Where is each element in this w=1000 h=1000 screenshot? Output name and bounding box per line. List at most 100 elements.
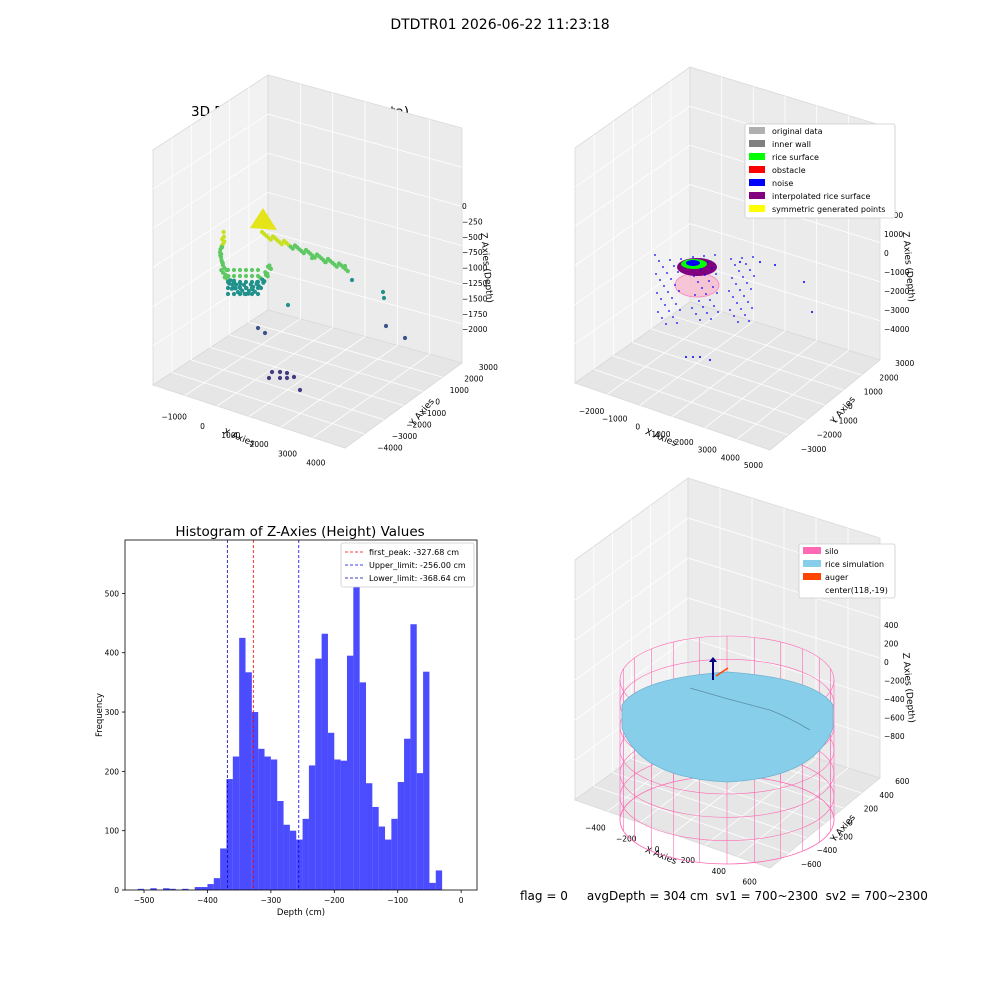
- z-tick-label: −1250: [462, 279, 488, 288]
- y-tick-label: 200: [864, 805, 879, 814]
- data-point: [255, 267, 261, 273]
- noise-point: [672, 316, 674, 318]
- noise-point: [666, 272, 668, 274]
- y-tick-label: 2000: [879, 373, 898, 382]
- histogram-bar: [220, 848, 227, 890]
- data-point: [231, 279, 237, 285]
- noise-point: [743, 295, 745, 297]
- noise-point: [734, 264, 736, 266]
- y-tick-label: 1000: [864, 388, 883, 397]
- z-tick-label: −250: [462, 217, 483, 226]
- data-point: [249, 279, 255, 285]
- x-tick-label: 0: [635, 422, 640, 431]
- noise-point: [747, 301, 749, 303]
- z-tick-label: −500: [462, 233, 483, 242]
- data-point: [277, 369, 283, 375]
- data-point: [221, 229, 226, 235]
- noise-point: [694, 294, 696, 296]
- x-tick-label: −400: [585, 823, 606, 832]
- z-tick-label: −750: [462, 248, 483, 257]
- histogram-bar: [378, 826, 386, 890]
- data-point: [243, 285, 249, 291]
- x-tick-label: −400: [197, 896, 218, 905]
- y-tick-label: 200: [105, 767, 120, 776]
- noise-point: [710, 318, 712, 320]
- histogram-bar: [353, 557, 360, 890]
- data-point: [279, 242, 284, 247]
- histogram-bar: [410, 624, 417, 890]
- z-tick-label: 0: [884, 658, 889, 667]
- histogram-bar: [340, 760, 347, 890]
- data-point: [266, 375, 272, 381]
- z-tick-label: −2000: [462, 325, 488, 334]
- legend-label: Upper_limit: -256.00 cm: [369, 561, 466, 570]
- data-point: [220, 260, 225, 266]
- z-tick-label: 0: [884, 249, 889, 258]
- noise-point: [657, 311, 659, 313]
- data-point: [220, 237, 225, 242]
- noise-point: [660, 298, 662, 300]
- noise-point: [746, 282, 748, 284]
- histogram-bar: [194, 887, 202, 890]
- data-point: [225, 273, 231, 279]
- z-tick-label: −1000: [884, 268, 910, 277]
- data-point: [261, 280, 266, 285]
- y-tick-label: −3000: [801, 445, 827, 454]
- noise-point: [803, 281, 805, 283]
- data-point: [231, 273, 237, 279]
- data-point: [301, 251, 306, 256]
- data-point: [381, 295, 387, 301]
- y-tick-label: 400: [105, 649, 120, 658]
- legend-label: obstacle: [772, 166, 806, 175]
- noise-point: [678, 290, 680, 292]
- noise-point: [695, 313, 697, 315]
- x-tick-label: −500: [134, 896, 155, 905]
- data-point: [255, 279, 261, 285]
- y-tick-label: −2000: [817, 431, 843, 440]
- histogram-bar: [137, 888, 145, 890]
- histogram-bar: [163, 888, 170, 890]
- noise-point: [654, 254, 656, 256]
- noise-point: [711, 267, 713, 269]
- x-tick-label: 4000: [721, 453, 740, 462]
- noise-point: [696, 262, 698, 264]
- y-tick-label: 1000: [450, 386, 469, 395]
- x-tick-label: −200: [616, 834, 637, 843]
- floor-grid: [737, 767, 849, 857]
- noise-point: [717, 311, 719, 313]
- y-tick-label: 500: [105, 589, 120, 598]
- y-tick-label: 100: [105, 827, 120, 836]
- data-point: [219, 245, 225, 250]
- z-tick-label: 1000: [884, 230, 903, 239]
- z-tick-label: 0: [462, 202, 467, 211]
- noise-point: [659, 279, 661, 281]
- data-point: [231, 267, 237, 273]
- noise-core: [686, 260, 700, 266]
- noise-point: [698, 300, 700, 302]
- x-tick-label: 400: [712, 867, 727, 876]
- histogram-bar: [404, 738, 411, 890]
- noise-point: [705, 293, 707, 295]
- legend-frame: [744, 123, 896, 219]
- z-tick-label: −800: [884, 732, 905, 741]
- legend-swatch: [803, 573, 821, 580]
- data-point: [243, 279, 249, 285]
- histogram-bar: [359, 682, 367, 890]
- y-tick-label: −200: [832, 832, 853, 841]
- axes3d-2: −2000−1000010002000300040005000−3000−200…: [574, 66, 916, 470]
- noise-point: [731, 277, 733, 279]
- noise-point: [738, 270, 740, 272]
- noise-point: [701, 287, 703, 289]
- noise-point: [656, 292, 658, 294]
- noise-point: [732, 296, 734, 298]
- x-tick-label: −1000: [161, 413, 187, 422]
- histogram-bar: [277, 801, 284, 890]
- noise-point: [662, 266, 664, 268]
- y-tick-label: 0: [114, 886, 119, 895]
- noise-point: [702, 306, 704, 308]
- y-tick-label: −1000: [421, 409, 447, 418]
- legend-swatch: [749, 127, 765, 134]
- x-tick-label: 0: [200, 422, 205, 431]
- legend-label: auger: [825, 573, 849, 582]
